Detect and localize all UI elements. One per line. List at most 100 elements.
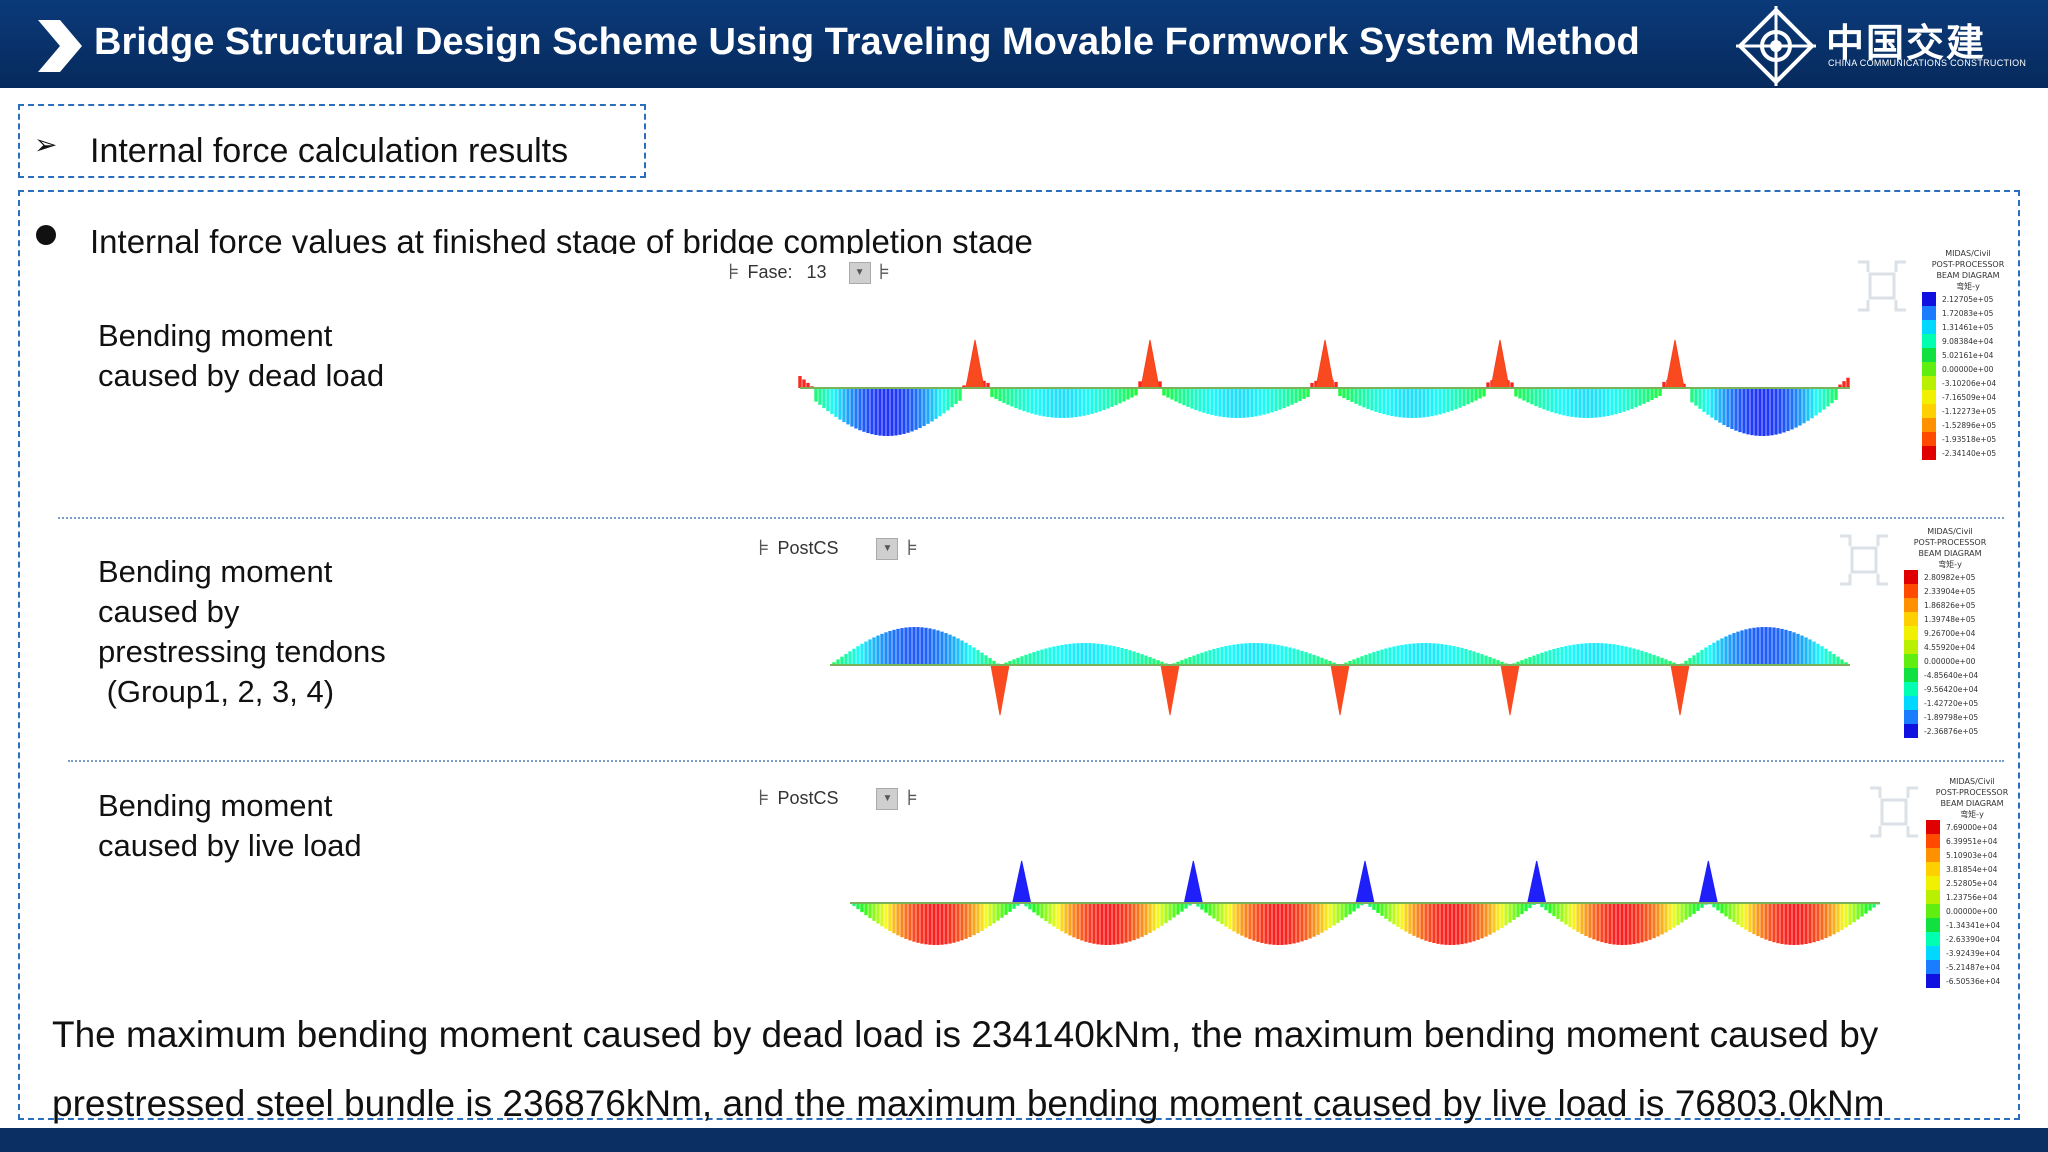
- legend-header-line: BEAM DIAGRAM: [1940, 799, 2004, 808]
- legend-row: 0.00000e+00: [1926, 904, 2018, 918]
- legend-header-line: 弯矩-y: [1956, 282, 1980, 291]
- legend-row: 3.81854e+04: [1926, 862, 2018, 876]
- legend-swatch: [1926, 834, 1940, 848]
- stage-dropdown-button[interactable]: ▼: [876, 787, 899, 810]
- diagram-toolbar-2[interactable]: ⊧ PostCS ▼ ⊧: [758, 536, 918, 561]
- beam-diagram-icon[interactable]: ⊧: [728, 260, 740, 285]
- beam-diagram-icon[interactable]: ⊧: [906, 786, 918, 811]
- legend-row: 4.55920e+04: [1904, 640, 1996, 654]
- support-peak: [1330, 664, 1350, 716]
- legend-value: -1.42720e+05: [1924, 698, 1979, 708]
- bending-moment-diagram-prestress: [830, 627, 1850, 716]
- legend-value: -1.34341e+04: [1946, 920, 2001, 930]
- subheading: Internal force values at finished stage …: [90, 223, 1033, 254]
- legend-swatch: [1904, 598, 1918, 612]
- legend-swatch: [1926, 904, 1940, 918]
- legend-row: 2.80982e+05: [1904, 570, 1996, 584]
- arrow-bullet-icon: ➢: [34, 129, 58, 160]
- legend-swatch: [1904, 710, 1918, 724]
- diagram-label-dead-load: Bending moment caused by dead load: [98, 316, 384, 396]
- legend-swatch: [1926, 876, 1940, 890]
- legend-row: -1.93518e+05: [1922, 432, 2014, 446]
- legend-header-line: 弯矩-y: [1960, 810, 1984, 819]
- support-peak: [1160, 664, 1180, 716]
- legend-value: -4.85640e+04: [1924, 670, 1979, 680]
- beam-diagram-icon[interactable]: ⊧: [906, 536, 918, 561]
- view-cube-icon[interactable]: [1854, 258, 1910, 314]
- label-line: caused by live load: [98, 828, 362, 863]
- legend-value: 1.72083e+05: [1942, 308, 1994, 318]
- legend-row: -2.36876e+05: [1904, 724, 1996, 738]
- diagram-toolbar-1[interactable]: ⊧ Fase: 13 ▼ ⊧: [728, 260, 890, 285]
- legend-row: 9.08384e+04: [1922, 334, 2014, 348]
- legend-header-line: POST-PROCESSOR: [1935, 788, 2009, 797]
- legend-value: -5.21487e+04: [1946, 962, 2001, 972]
- legend-swatch: [1926, 946, 1940, 960]
- diagram-toolbar-3[interactable]: ⊧ PostCS ▼ ⊧: [758, 786, 918, 811]
- legend-header-line: 弯矩-y: [1938, 560, 1962, 569]
- legend-value: 2.33904e+05: [1924, 586, 1976, 596]
- footer-bar: [0, 1128, 2048, 1152]
- support-peak: [1140, 339, 1160, 389]
- legend-swatch: [1922, 348, 1936, 362]
- legend-value: 2.52805e+04: [1946, 878, 1998, 888]
- legend-row: -2.34140e+05: [1922, 446, 2014, 460]
- stage-dropdown-button[interactable]: ▼: [876, 537, 899, 560]
- view-cube-icon[interactable]: [1866, 784, 1922, 840]
- legend-value: 6.39951e+04: [1946, 836, 1998, 846]
- legend-row: 5.10903e+04: [1926, 848, 2018, 862]
- legend-value: 9.08384e+04: [1942, 336, 1994, 346]
- legend-swatch: [1904, 668, 1918, 682]
- legend-swatch: [1904, 654, 1918, 668]
- legend-row: 1.39748e+05: [1904, 612, 1996, 626]
- legend-value: 3.81854e+04: [1946, 864, 1998, 874]
- beam-diagram-icon[interactable]: ⊧: [758, 786, 770, 811]
- logo-chinese-text: 中国交建: [1826, 23, 1987, 65]
- legend-swatch: [1922, 362, 1936, 376]
- legend-value: 5.02161e+04: [1942, 350, 1994, 360]
- legend-swatch: [1904, 612, 1918, 626]
- label-line: caused by: [98, 594, 240, 629]
- legend-value: 1.86826e+05: [1924, 600, 1976, 610]
- legend-swatch: [1926, 862, 1940, 876]
- legend-row: 2.12705e+05: [1922, 292, 2014, 306]
- beam-diagram-icon[interactable]: ⊧: [758, 536, 770, 561]
- label-line: Bending moment: [98, 554, 333, 589]
- bending-moment-diagram-live-load: [850, 860, 1880, 945]
- legend-value: -3.10206e+04: [1942, 378, 1997, 388]
- company-logo: 中国交建 CHINA COMMUNICATIONS CONSTRUCTION: [1730, 2, 2030, 88]
- legend-swatch: [1926, 890, 1940, 904]
- legend-value: 1.31461e+05: [1942, 322, 1994, 332]
- support-peak: [1490, 339, 1510, 389]
- legend-value: -1.52896e+05: [1942, 420, 1997, 430]
- label-line: (Group1, 2, 3, 4): [98, 674, 335, 709]
- legend-swatch: [1922, 404, 1936, 418]
- legend-row: 7.69000e+04: [1926, 820, 2018, 834]
- color-legend-prestress: MIDAS/Civil POST-PROCESSOR BEAM DIAGRAM 弯矩-…: [1904, 526, 1996, 738]
- legend-value: 1.23756e+04: [1946, 892, 1998, 902]
- legend-row: 0.00000e+00: [1922, 362, 2014, 376]
- legend-value: 0.00000e+00: [1942, 364, 1994, 374]
- bending-moment-diagram-dead-load: [798, 339, 1850, 436]
- legend-row: 0.00000e+00: [1904, 654, 1996, 668]
- legend-value: 5.10903e+04: [1946, 850, 1998, 860]
- legend-header-line: BEAM DIAGRAM: [1936, 271, 2000, 280]
- support-peak: [1665, 339, 1685, 389]
- legend-value: -1.93518e+05: [1942, 434, 1997, 444]
- section-heading-box: ➢ Internal force calculation results: [18, 104, 646, 178]
- legend-swatch: [1904, 724, 1918, 738]
- stage-dropdown-button[interactable]: ▼: [848, 261, 871, 284]
- summary-line: prestressed steel bundle is 236876kNm, a…: [52, 1083, 1885, 1124]
- legend-row: -1.12273e+05: [1922, 404, 2014, 418]
- legend-row: -9.56420e+04: [1904, 682, 1996, 696]
- stage-label: Fase:: [747, 262, 793, 282]
- beam-diagram-icon[interactable]: ⊧: [878, 260, 890, 285]
- legend-value: -9.56420e+04: [1924, 684, 1979, 694]
- legend-swatch: [1926, 932, 1940, 946]
- legend-value: 2.12705e+05: [1942, 294, 1994, 304]
- legend-row: -2.63390e+04: [1926, 932, 2018, 946]
- label-line: Bending moment: [98, 788, 333, 823]
- legend-swatch: [1922, 446, 1936, 460]
- view-cube-icon[interactable]: [1836, 532, 1892, 588]
- stage-label: PostCS: [777, 788, 839, 808]
